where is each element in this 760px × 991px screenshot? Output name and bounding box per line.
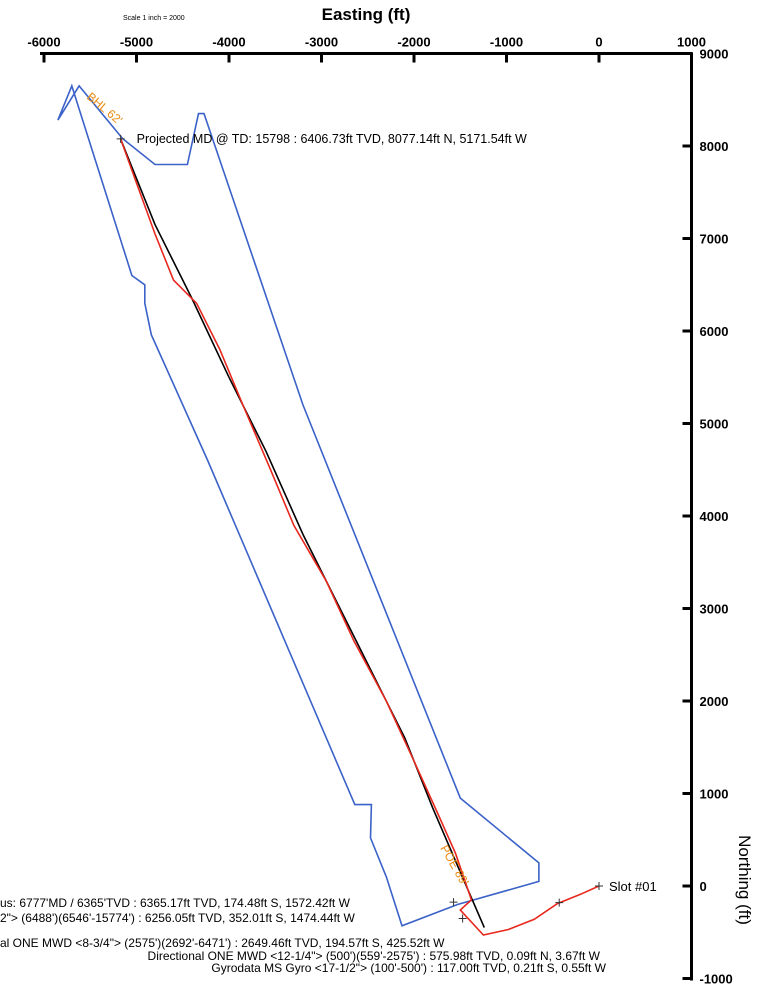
survey-marker — [595, 882, 603, 890]
survey-label: Gyrodata MS Gyro <17-1/2"> (100'-500') :… — [211, 961, 606, 975]
y-tick-label: 1000 — [700, 787, 729, 802]
survey-markers — [116, 134, 603, 923]
survey-label: us: 6777'MD / 6365'TVD : 6365.17ft TVD, … — [0, 896, 351, 910]
actual-wellpath-line — [119, 138, 600, 936]
y-tick-label: 7000 — [700, 232, 729, 247]
y-tick-label: 2000 — [700, 694, 729, 709]
scale-note: Scale 1 inch = 2000 — [123, 15, 185, 22]
x-axis-title: Easting (ft) — [322, 5, 411, 24]
target-boundary-polygon — [57, 83, 540, 927]
x-tick-label: -3000 — [305, 35, 338, 50]
x-ticks: -6000 -5000 -4000 -3000 -2000 -1000 0 1000 — [27, 35, 706, 63]
x-tick-label: -6000 — [27, 35, 60, 50]
survey-marker — [449, 898, 458, 907]
x-tick-label: 1000 — [677, 35, 706, 50]
y-tick-label: 0 — [700, 879, 707, 894]
survey-label: Directional ONE MWD <12-1/4"> (500')(559… — [148, 949, 601, 963]
survey-marker — [555, 898, 564, 907]
survey-label: al ONE MWD <8-3/4"> (2575')(2692'-6471')… — [0, 936, 445, 950]
survey-label: 2"> (6488')(6546'-15774') : 6256.05ft TV… — [0, 911, 355, 925]
planned-wellpath-line — [119, 138, 486, 928]
y-tick-label: 9000 — [700, 47, 729, 62]
y-tick-label: 3000 — [700, 602, 729, 617]
x-tick-label: -1000 — [490, 35, 523, 50]
x-tick-label: -2000 — [397, 35, 430, 50]
y-axis-title: Northing (ft) — [735, 835, 754, 925]
survey-marker — [458, 914, 467, 923]
y-tick-label: 4000 — [700, 509, 729, 524]
y-tick-label: 8000 — [700, 139, 729, 154]
x-tick-label: 0 — [595, 35, 602, 50]
y-ticks: 9000 8000 7000 6000 5000 4000 3000 2000 1000 0 -10… — [682, 47, 733, 987]
survey-marker — [116, 134, 125, 143]
y-tick-label: 6000 — [700, 324, 729, 339]
poe-label: POE 89' — [437, 843, 471, 888]
y-tick-label: 5000 — [700, 417, 729, 432]
bhl-label: BHL 62' — [84, 90, 125, 128]
x-tick-label: -5000 — [120, 35, 153, 50]
y-tick-label: -1000 — [700, 972, 733, 987]
slot-label: Slot #01 — [609, 879, 657, 894]
x-tick-label: -4000 — [212, 35, 245, 50]
projected-td-label: Projected MD @ TD: 15798 : 6406.73ft TVD… — [137, 132, 527, 146]
